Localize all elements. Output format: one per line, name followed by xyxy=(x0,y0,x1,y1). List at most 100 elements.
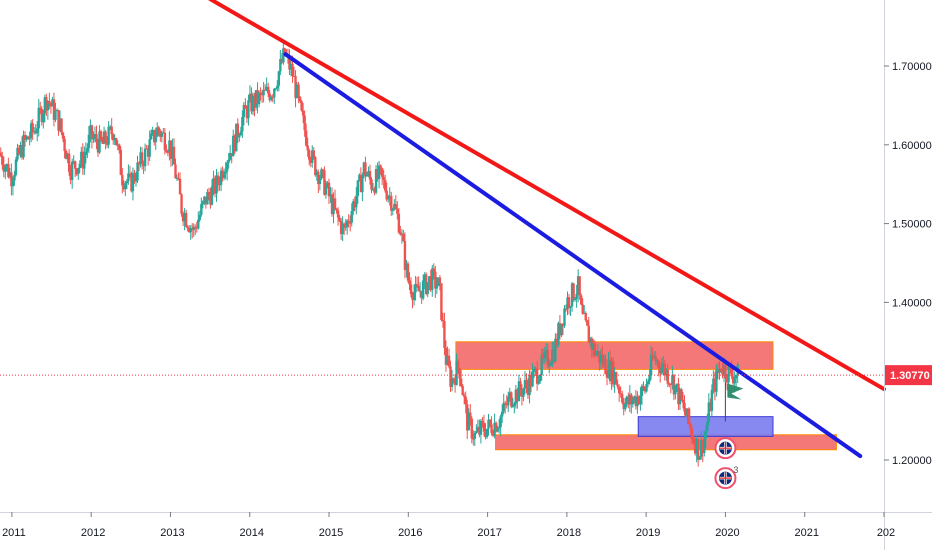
candle-up xyxy=(426,282,429,294)
trendlines xyxy=(0,0,886,459)
candle-down xyxy=(434,271,437,289)
candle-down xyxy=(519,381,522,391)
y-tick-label: 1.40000 xyxy=(892,297,932,309)
candle-up xyxy=(311,150,314,163)
candle-down xyxy=(601,354,604,365)
candle-down xyxy=(57,109,60,131)
candle-up xyxy=(160,132,164,137)
candle-down xyxy=(81,151,85,169)
candle-down xyxy=(587,325,590,343)
candle-down xyxy=(555,338,559,345)
candle-down xyxy=(90,125,94,140)
candle-up xyxy=(345,220,349,227)
candle-down xyxy=(622,402,625,410)
candle-up xyxy=(148,139,151,157)
candle-down xyxy=(621,393,624,403)
candle-down xyxy=(146,148,150,157)
candle-down xyxy=(415,284,419,286)
candle-down xyxy=(140,152,144,165)
candle-up xyxy=(116,144,119,146)
candle-down xyxy=(2,164,5,172)
candle-up xyxy=(350,211,353,223)
candle-up xyxy=(423,274,426,281)
candle-up xyxy=(706,421,709,431)
candle-up xyxy=(5,164,9,167)
red-zone-1[interactable] xyxy=(495,434,837,451)
candle-up xyxy=(493,422,496,436)
candle-down xyxy=(458,368,461,379)
candle-up xyxy=(54,110,57,120)
flag-icon[interactable] xyxy=(724,382,744,422)
candle-up xyxy=(435,285,439,289)
candle-down xyxy=(721,371,724,375)
candle-up xyxy=(412,292,416,301)
candle-up xyxy=(734,375,738,379)
candle-down xyxy=(472,438,475,440)
candle-down xyxy=(510,392,513,407)
candle-up xyxy=(239,131,243,136)
candle-up xyxy=(715,369,718,392)
candle-up xyxy=(36,128,39,134)
candle-up xyxy=(324,186,328,195)
candle-up xyxy=(11,180,15,187)
candle-down xyxy=(48,101,51,104)
candle-down xyxy=(409,284,413,295)
blue-trendline[interactable] xyxy=(283,52,863,459)
candle-down xyxy=(651,354,654,359)
candle-up xyxy=(613,372,616,385)
candle-down xyxy=(253,95,256,108)
candle-down xyxy=(60,118,63,133)
candle-down xyxy=(459,378,463,386)
candle-up xyxy=(513,403,516,407)
candle-down xyxy=(186,226,189,229)
candle-up xyxy=(352,201,355,212)
candle-down xyxy=(586,320,589,326)
red-trendline[interactable] xyxy=(208,0,886,392)
event-flag-icon[interactable]: 3 xyxy=(714,465,738,490)
candle-down xyxy=(690,429,694,440)
candle-down xyxy=(440,283,443,320)
candle-up xyxy=(479,420,483,435)
candle-up xyxy=(25,136,28,140)
candle-down xyxy=(294,76,297,99)
candle-down xyxy=(616,384,619,387)
candle-up xyxy=(162,132,165,134)
event-flag-icon[interactable] xyxy=(714,437,737,460)
candle-up xyxy=(131,173,135,192)
candle-up xyxy=(219,170,223,186)
candle-down xyxy=(578,276,581,296)
candle-up xyxy=(318,178,322,185)
candle-down xyxy=(490,424,493,433)
candle-down xyxy=(20,145,24,158)
candle-up xyxy=(660,367,663,374)
candle-down xyxy=(52,99,56,120)
candle-down xyxy=(303,115,306,131)
candle-down xyxy=(96,142,100,153)
red-zone-0[interactable] xyxy=(455,341,774,370)
candle-up xyxy=(139,152,142,165)
candle-down xyxy=(438,277,442,284)
y-tick-label: 1.50000 xyxy=(892,219,932,231)
candle-up xyxy=(197,219,200,229)
candle-up xyxy=(315,171,319,176)
candle-up xyxy=(640,385,644,396)
candle-up xyxy=(198,214,202,220)
candle-up xyxy=(171,146,174,159)
candle-down xyxy=(64,150,68,160)
candle-up xyxy=(487,419,490,429)
candle-up xyxy=(522,388,525,397)
candle-up xyxy=(154,136,157,143)
candle-down xyxy=(10,172,13,187)
candle-down xyxy=(693,442,697,454)
candle-down xyxy=(259,92,262,94)
candle-up xyxy=(282,48,285,63)
candle-down xyxy=(181,213,185,222)
y-tick-label: 1.60000 xyxy=(892,140,932,152)
candle-up xyxy=(86,147,89,152)
candle-up xyxy=(224,171,227,174)
candle-up xyxy=(467,412,470,431)
candle-up xyxy=(583,313,586,315)
candle-down xyxy=(654,356,657,362)
